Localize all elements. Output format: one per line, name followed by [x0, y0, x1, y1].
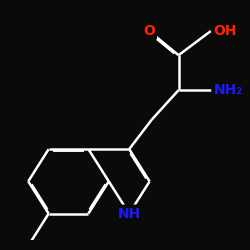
Text: NH₂: NH₂ — [214, 83, 243, 97]
Text: OH: OH — [214, 24, 237, 38]
Text: NH: NH — [118, 206, 141, 220]
Text: O: O — [143, 24, 155, 38]
